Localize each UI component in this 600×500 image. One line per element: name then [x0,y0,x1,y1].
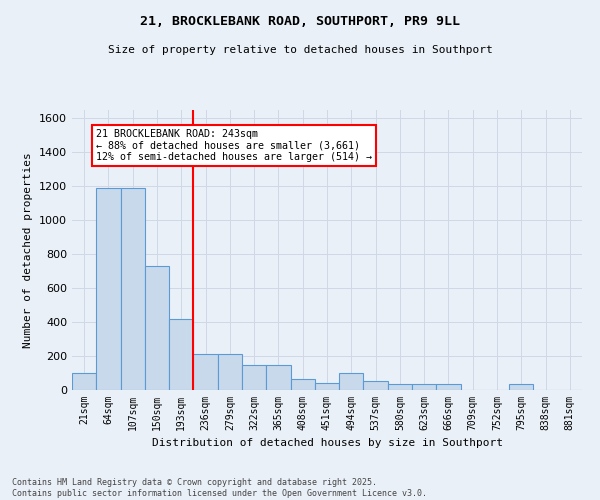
Bar [218,354,242,390]
Bar [242,364,266,390]
Bar [339,373,364,390]
Text: Contains HM Land Registry data © Crown copyright and database right 2025.
Contai: Contains HM Land Registry data © Crown c… [12,478,427,498]
Text: 21 BROCKLEBANK ROAD: 243sqm
← 88% of detached houses are smaller (3,661)
12% of : 21 BROCKLEBANK ROAD: 243sqm ← 88% of det… [96,128,372,162]
Bar [72,373,96,390]
Bar [315,383,339,390]
Bar [290,379,315,390]
Bar [266,364,290,390]
Bar [121,188,145,390]
Bar [509,384,533,390]
Bar [388,384,412,390]
Y-axis label: Number of detached properties: Number of detached properties [23,152,34,348]
Bar [436,384,461,390]
Bar [412,384,436,390]
Text: Size of property relative to detached houses in Southport: Size of property relative to detached ho… [107,45,493,55]
Bar [193,354,218,390]
Text: 21, BROCKLEBANK ROAD, SOUTHPORT, PR9 9LL: 21, BROCKLEBANK ROAD, SOUTHPORT, PR9 9LL [140,15,460,28]
Bar [96,188,121,390]
Bar [145,266,169,390]
Bar [364,380,388,390]
Bar [169,318,193,390]
X-axis label: Distribution of detached houses by size in Southport: Distribution of detached houses by size … [151,438,503,448]
